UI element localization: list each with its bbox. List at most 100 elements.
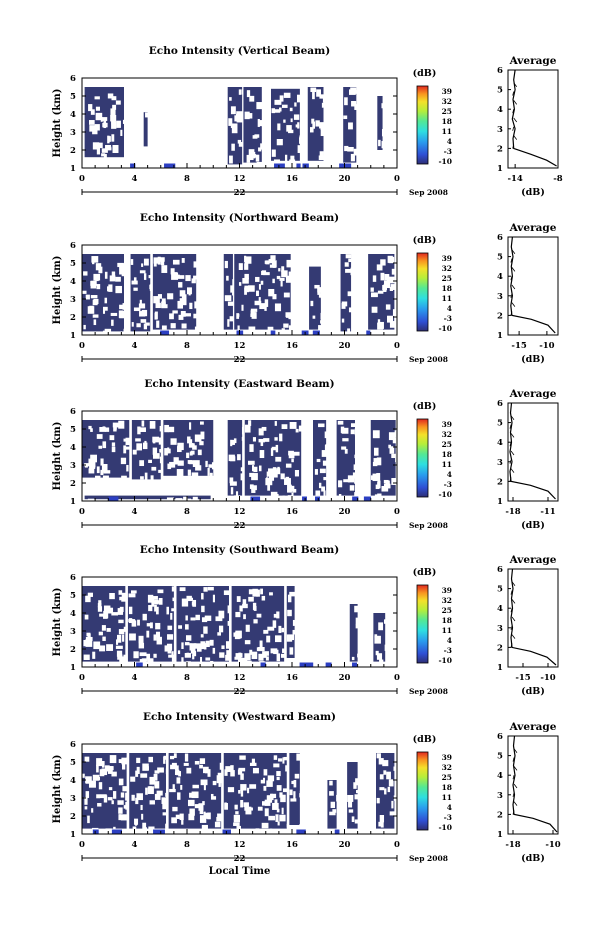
date-suffix: Sep 2008 <box>409 521 448 530</box>
echo-gap <box>90 280 97 289</box>
colorbar-tick-label: -10 <box>438 324 452 333</box>
echo-gap <box>130 259 134 265</box>
echo-gap <box>103 610 109 619</box>
strong-echo <box>270 330 276 335</box>
echo-gap <box>221 645 225 650</box>
strong-echo <box>164 163 176 168</box>
echo-gap <box>141 813 144 820</box>
strong-echo <box>339 163 352 168</box>
x-tick-label: 20 <box>339 507 351 517</box>
echo-gap <box>118 619 124 624</box>
echo-gap <box>392 439 397 444</box>
echo-gap <box>247 113 253 119</box>
echo-gap <box>192 445 197 450</box>
echo-gap <box>104 328 112 334</box>
echo-gap <box>299 824 303 829</box>
echo-gap <box>287 484 292 493</box>
echo-gap <box>89 465 96 469</box>
echo-gap <box>100 469 104 476</box>
y-tick-label: 1 <box>70 830 76 840</box>
echo-gap <box>167 625 173 630</box>
echo-gap <box>157 589 164 594</box>
echo-gap <box>272 620 277 628</box>
echo-gap <box>353 148 358 156</box>
beam-panel-1: Echo Intensity (Vertical Beam)123456Heig… <box>52 45 563 198</box>
echo-gap <box>282 757 285 764</box>
strong-echo <box>92 829 99 834</box>
echo-gap <box>103 306 108 311</box>
echo-gap <box>164 448 168 456</box>
echo-gap <box>289 591 296 597</box>
echo-gap <box>163 756 166 764</box>
echo-gap <box>121 597 128 602</box>
date-suffix: Sep 2008 <box>409 687 448 696</box>
echo-gap <box>140 319 147 323</box>
echo-gap <box>348 122 353 130</box>
strong-echo <box>302 163 309 168</box>
colorbar-label: (dB) <box>413 235 437 246</box>
echo-gap <box>166 606 170 615</box>
echo-gap <box>314 469 318 475</box>
echo-gap <box>288 129 294 134</box>
echo-gap <box>227 605 233 614</box>
echo-gap <box>217 813 225 818</box>
echo-gap <box>260 439 264 447</box>
echo-gap <box>100 458 104 466</box>
echo-gap <box>252 767 259 774</box>
echo-gap <box>293 114 300 120</box>
x-tick-label: 0 <box>79 840 85 850</box>
echo-gap <box>101 463 108 472</box>
echo-gap <box>90 459 96 468</box>
y-tick-label: 6 <box>70 241 76 251</box>
colorbar-tick-label: 32 <box>442 763 452 772</box>
echo-gap <box>89 120 95 125</box>
echo-gap <box>269 828 273 833</box>
y-tick-label: 1 <box>70 331 76 341</box>
echo-gap <box>84 806 88 810</box>
echo-gap <box>247 787 250 794</box>
echo-gap <box>170 438 177 445</box>
echo-gap <box>131 322 134 327</box>
echo-gap <box>179 813 184 821</box>
y-tick-label: 2 <box>70 313 76 323</box>
echo-gap <box>391 453 396 459</box>
echo-gap <box>118 310 124 318</box>
echo-gap <box>286 634 293 642</box>
echo-gap <box>143 323 148 330</box>
echo-gap <box>121 592 126 599</box>
y-tick-label: 6 <box>70 74 76 84</box>
echo-gap <box>185 615 188 621</box>
echo-gap <box>277 123 281 131</box>
echo-gap <box>189 451 193 456</box>
echo-gap <box>310 87 317 93</box>
echo-gap <box>98 600 102 608</box>
echo-gap <box>374 494 380 500</box>
echo-gap <box>354 104 358 110</box>
echo-gap <box>254 300 262 306</box>
y-axis-label: Height (km) <box>52 588 63 657</box>
echo-gap <box>111 271 116 278</box>
echo-gap <box>103 470 111 474</box>
echo-gap <box>150 475 154 482</box>
average-profile-detail <box>509 424 512 429</box>
colorbar-tick-label: 4 <box>447 470 452 479</box>
echo-gap <box>108 284 113 292</box>
strong-echo <box>363 496 372 501</box>
echo-gap <box>274 437 278 441</box>
echo-gap <box>320 312 328 320</box>
echo-gap <box>193 261 199 268</box>
echo-gap <box>286 259 292 268</box>
echo-gap <box>168 426 175 433</box>
echo-gap <box>90 454 98 463</box>
echo-gap <box>230 123 238 129</box>
echo-gap <box>136 323 141 328</box>
echo-gap <box>263 777 266 784</box>
echo-gap <box>389 321 396 328</box>
echo-gap <box>240 473 244 481</box>
echo-gap <box>190 645 196 654</box>
echo-gap <box>140 476 144 480</box>
echo-gap <box>161 265 168 273</box>
echo-gap <box>383 280 391 289</box>
echo-gap <box>141 263 144 267</box>
echo-gap <box>174 771 178 775</box>
